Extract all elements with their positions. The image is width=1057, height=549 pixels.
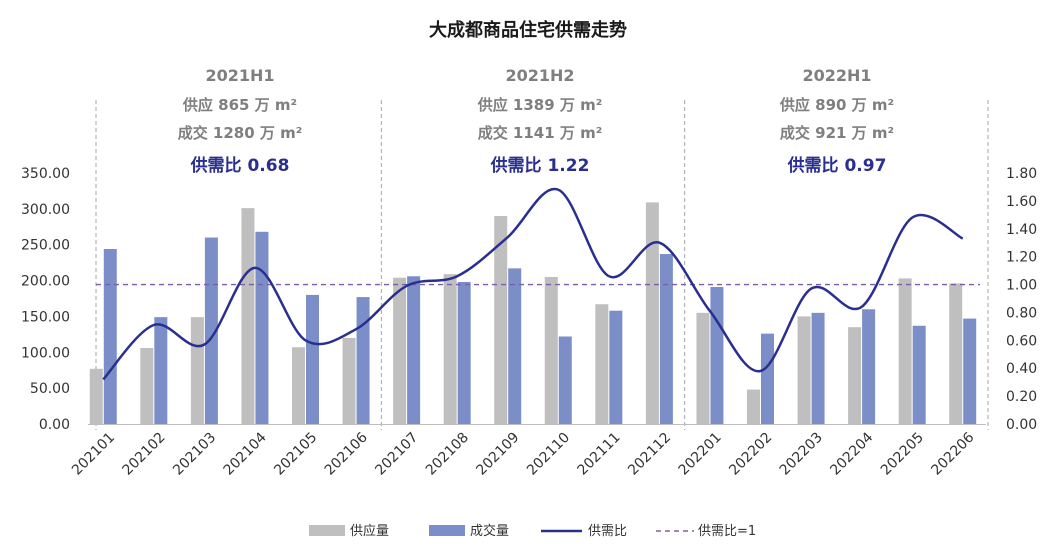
- x-tick-label: 202112: [625, 430, 674, 479]
- x-tick-label: 202204: [827, 429, 876, 478]
- x-tick-label: 202107: [372, 430, 421, 479]
- x-tick-label: 202103: [170, 430, 219, 479]
- period-supply-text: 供应 1389 万 m²: [477, 96, 603, 114]
- period-supply-text: 供应 890 万 m²: [779, 96, 894, 114]
- legend-label-deal: 成交量: [470, 523, 509, 539]
- y-axis-right: 0.00 0.20 0.40 0.60 0.80 1.00 1.20 1.40 1.60 1.80: [1006, 166, 1037, 433]
- y-axis-left: 0.00 50.00 100.00 150.00 200.00 250.00 300.00 3…: [21, 166, 70, 433]
- x-axis: 202101 202102 202103 202104 202105 202106 2021…: [69, 424, 986, 479]
- y-tick-label: 150.00: [21, 309, 70, 325]
- deal-bar: [659, 254, 673, 424]
- y2-tick-label: 1.60: [1006, 194, 1037, 210]
- y2-tick-label: 0.40: [1006, 361, 1037, 377]
- deal-bar: [912, 325, 926, 424]
- supply-bar: [645, 202, 659, 424]
- deal-bar: [255, 231, 269, 424]
- x-tick-label: 202102: [120, 430, 169, 479]
- deal-bar: [508, 268, 522, 424]
- bar-layer: [89, 202, 977, 424]
- y-tick-label: 250.00: [21, 238, 70, 254]
- supply-bar: [544, 276, 558, 424]
- supply-bar: [949, 283, 963, 424]
- supply-bar: [89, 368, 103, 424]
- x-tick-label: 202206: [928, 429, 977, 478]
- deal-bar: [862, 309, 876, 424]
- legend: 供应量 成交量 供需比 供需比=1: [309, 523, 756, 539]
- y2-tick-label: 1.40: [1006, 222, 1037, 238]
- period-ratio-text: 供需比 1.22: [490, 155, 590, 176]
- supply-bar: [898, 278, 912, 424]
- supply-bar: [797, 316, 811, 424]
- deal-bar: [103, 249, 117, 424]
- supply-bar: [595, 304, 609, 424]
- period-ratio-text: 供需比 0.97: [787, 155, 887, 176]
- y-tick-label: 50.00: [30, 381, 70, 397]
- period-ratio-text: 供需比 0.68: [190, 155, 290, 176]
- x-tick-label: 202201: [676, 430, 725, 479]
- y2-tick-label: 1.80: [1006, 166, 1037, 182]
- period-heading: 2021H2: [505, 66, 574, 85]
- supply-bar: [241, 208, 255, 424]
- period-deal-text: 成交 1141 万 m²: [478, 124, 603, 142]
- legend-label-supply: 供应量: [350, 523, 389, 539]
- y2-tick-label: 0.80: [1006, 305, 1037, 321]
- deal-bar: [609, 310, 623, 424]
- period-supply-text: 供应 865 万 m²: [182, 96, 297, 114]
- deal-bar: [558, 336, 572, 424]
- chart-title: 大成都商品住宅供需走势: [429, 19, 627, 41]
- x-tick-label: 202202: [726, 430, 775, 479]
- x-tick-label: 202104: [221, 429, 270, 478]
- deal-bar: [356, 297, 370, 424]
- supply-bar: [190, 317, 204, 424]
- legend-swatch-deal: [429, 525, 465, 536]
- supply-bar: [342, 337, 356, 424]
- x-tick-label: 202110: [524, 430, 573, 479]
- y-tick-label: 100.00: [21, 345, 70, 361]
- x-tick-label: 202108: [423, 430, 472, 479]
- x-tick-label: 202111: [575, 430, 624, 479]
- period-deal-text: 成交 1280 万 m²: [178, 124, 303, 142]
- y2-tick-label: 0.20: [1006, 389, 1037, 405]
- period-deal-text: 成交 921 万 m²: [780, 124, 894, 142]
- annotation-layer: 2021H1 供应 865 万 m² 成交 1280 万 m² 供需比 0.68 202…: [178, 66, 894, 176]
- ratio-line-layer: [102, 187, 964, 381]
- x-tick-label: 202109: [473, 430, 522, 479]
- ratio-line: [102, 187, 964, 381]
- deal-bar: [306, 294, 319, 424]
- legend-swatch-supply: [309, 525, 345, 536]
- supply-bar: [140, 347, 154, 424]
- y-tick-label: 350.00: [21, 166, 70, 182]
- x-tick-label: 202105: [271, 430, 320, 479]
- x-tick-label: 202106: [322, 429, 371, 478]
- supply-bar: [696, 312, 710, 424]
- x-tick-label: 202101: [69, 430, 118, 479]
- x-tick-label: 202203: [777, 430, 826, 479]
- y-tick-label: 200.00: [21, 274, 70, 290]
- supply-bar: [747, 389, 760, 424]
- deal-bar: [963, 318, 977, 424]
- y2-tick-label: 0.00: [1006, 417, 1037, 433]
- supply-bar: [494, 216, 508, 424]
- supply-bar: [292, 347, 305, 424]
- period-heading: 2022H1: [802, 66, 871, 85]
- period-heading: 2021H1: [205, 66, 274, 85]
- legend-label-ratio: 供需比: [588, 524, 627, 539]
- y-tick-label: 300.00: [21, 202, 70, 218]
- legend-label-reference: 供需比=1: [698, 524, 756, 539]
- supply-bar: [443, 274, 457, 424]
- deal-bar: [154, 317, 168, 424]
- y2-tick-label: 1.20: [1006, 250, 1037, 266]
- deal-bar: [811, 312, 825, 424]
- y-tick-label: 0.00: [39, 417, 70, 433]
- supply-bar: [848, 327, 862, 424]
- supply-bar: [393, 277, 407, 424]
- y2-tick-label: 1.00: [1006, 278, 1037, 294]
- deal-bar: [710, 287, 724, 424]
- y2-tick-label: 0.60: [1006, 333, 1037, 349]
- deal-bar: [761, 333, 774, 424]
- deal-bar: [457, 282, 471, 424]
- deal-bar: [407, 276, 421, 424]
- x-tick-label: 202205: [878, 430, 927, 479]
